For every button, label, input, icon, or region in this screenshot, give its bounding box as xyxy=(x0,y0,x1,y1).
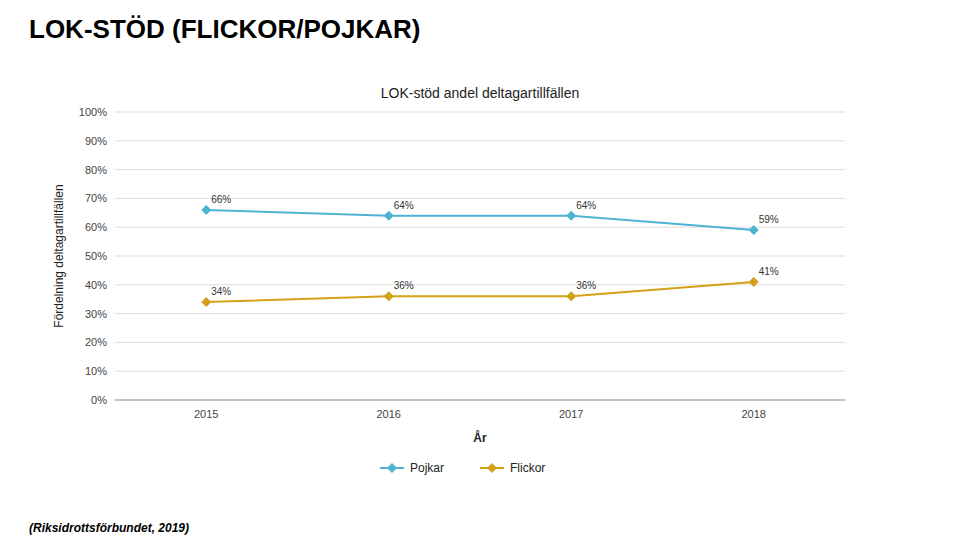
grid-line xyxy=(115,371,845,372)
y-tick-label: 50% xyxy=(85,250,107,262)
legend-marker xyxy=(488,464,497,473)
y-tick-label: 60% xyxy=(85,221,107,233)
data-label: 59% xyxy=(759,214,779,225)
data-label: 34% xyxy=(211,286,231,297)
data-label: 36% xyxy=(394,280,414,291)
x-tick-label: 2016 xyxy=(377,408,401,420)
x-axis-label: År xyxy=(473,430,487,445)
data-label: 66% xyxy=(211,194,231,205)
y-tick-label: 70% xyxy=(85,192,107,204)
grid-line xyxy=(115,140,845,141)
data-label: 41% xyxy=(759,266,779,277)
data-point xyxy=(202,298,211,307)
footnote: (Riksidrottsförbundet, 2019) xyxy=(29,521,189,535)
legend-marker xyxy=(388,464,397,473)
grid-line xyxy=(115,342,845,343)
grid xyxy=(115,112,845,400)
data-point xyxy=(202,205,211,214)
grid-line xyxy=(115,313,845,314)
grid-line xyxy=(115,400,845,401)
data-point xyxy=(567,211,576,220)
grid-line xyxy=(115,112,845,113)
data-point xyxy=(384,211,393,220)
series-line xyxy=(206,210,754,230)
y-tick-label: 80% xyxy=(85,164,107,176)
legend-label: Pojkar xyxy=(410,461,444,475)
legend: Pojkar Flickor xyxy=(380,461,545,475)
chart-svg: LOK-STÖD (FLICKOR/POJKAR) LOK-stöd andel … xyxy=(0,0,960,540)
data-labels: 66% 64% 64% 59% 34% 36% 36% 41% xyxy=(211,194,779,297)
data-label: 64% xyxy=(394,200,414,211)
chart-container: LOK-STÖD (FLICKOR/POJKAR) LOK-stöd andel … xyxy=(0,0,960,540)
x-axis-line xyxy=(115,400,845,401)
subtitle: LOK-stöd andel deltagartillfällen xyxy=(381,85,579,101)
title: LOK-STÖD (FLICKOR/POJKAR) xyxy=(29,14,420,44)
legend-label: Flickor xyxy=(510,461,545,475)
y-tick-label: 90% xyxy=(85,135,107,147)
plot-area xyxy=(202,205,759,306)
grid-line xyxy=(115,169,845,170)
y-tick-label: 0% xyxy=(91,394,107,406)
series-line xyxy=(206,282,754,302)
y-tick-label: 30% xyxy=(85,308,107,320)
x-tick-label: 2018 xyxy=(742,408,766,420)
y-tick-label: 20% xyxy=(85,336,107,348)
y-tick-label: 40% xyxy=(85,279,107,291)
data-point xyxy=(567,292,576,301)
data-point xyxy=(749,277,758,286)
y-tick-label: 100% xyxy=(79,106,107,118)
y-axis-label: Fördelning deltagartillfällen xyxy=(52,184,66,327)
data-point xyxy=(749,226,758,235)
grid-line xyxy=(115,227,845,228)
data-point xyxy=(384,292,393,301)
data-label: 36% xyxy=(576,280,596,291)
x-tick-label: 2015 xyxy=(194,408,218,420)
y-tick-label: 10% xyxy=(85,365,107,377)
data-label: 64% xyxy=(576,200,596,211)
grid-line xyxy=(115,256,845,257)
x-tick-label: 2017 xyxy=(559,408,583,420)
